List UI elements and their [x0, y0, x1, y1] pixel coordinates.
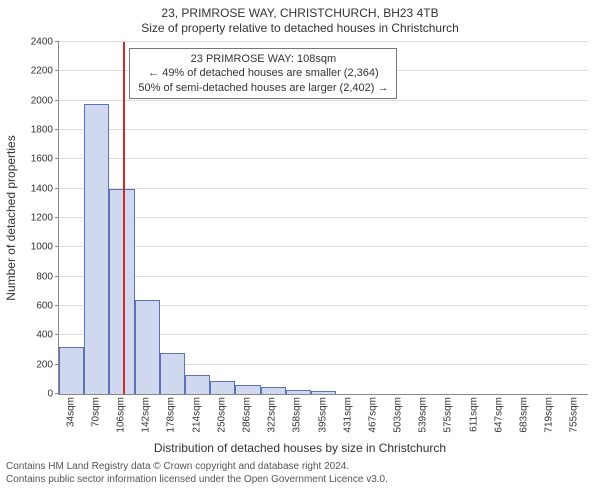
- x-axis-ticks: 34sqm 70sqm 106sqm 142sqm 178sqm 214sqm 250sqm…: [58, 395, 588, 439]
- x-tick-label: 431sqm: [342, 397, 353, 433]
- histogram-bar: [210, 381, 235, 394]
- chart-title: 23, PRIMROSE WAY, CHRISTCHURCH, BH23 4TB…: [0, 0, 600, 36]
- marker-info-box: 23 PRIMROSE WAY: 108sqm← 49% of detached…: [129, 48, 397, 99]
- histogram-bar: [109, 189, 134, 394]
- x-tick-label: 34sqm: [65, 397, 76, 427]
- x-tick-label: 70sqm: [90, 397, 101, 427]
- histogram-bar: [286, 390, 311, 394]
- y-tick-label: 2400: [31, 37, 59, 48]
- x-tick-label: 611sqm: [468, 397, 479, 432]
- title-line-2: Size of property relative to detached ho…: [0, 21, 600, 36]
- footer-line-1: Contains HM Land Registry data © Crown c…: [6, 461, 594, 474]
- y-tick-label: 1800: [31, 125, 59, 136]
- y-tick-label: 1000: [31, 242, 59, 253]
- x-tick-label: 539sqm: [418, 397, 429, 433]
- y-tick-label: 400: [36, 330, 59, 341]
- histogram-bar: [59, 347, 84, 394]
- x-tick-label: 575sqm: [443, 397, 454, 433]
- x-tick-label: 647sqm: [493, 397, 504, 433]
- y-tick-label: 1400: [31, 183, 59, 194]
- x-tick-label: 106sqm: [115, 397, 126, 433]
- y-tick-label: 2000: [31, 95, 59, 106]
- x-axis-label: Distribution of detached houses by size …: [0, 441, 600, 455]
- y-tick-label: 200: [36, 359, 59, 370]
- x-tick-label: 214sqm: [191, 397, 202, 433]
- histogram-bar: [135, 300, 160, 394]
- footer-line-2: Contains public sector information licen…: [6, 474, 594, 487]
- histogram-bar: [160, 353, 185, 394]
- x-tick-label: 286sqm: [241, 397, 252, 433]
- y-axis-label: Number of detached properties: [4, 135, 18, 300]
- plot-area: Number of detached properties 23 PRIMROS…: [58, 42, 588, 395]
- x-tick-label: 250sqm: [216, 397, 227, 433]
- histogram-bar: [84, 104, 109, 394]
- x-tick-label: 322sqm: [267, 397, 278, 433]
- histogram-bar: [235, 385, 260, 394]
- info-box-line: ← 49% of detached houses are smaller (2,…: [138, 66, 388, 80]
- x-tick-label: 395sqm: [317, 397, 328, 433]
- chart-footer: Contains HM Land Registry data © Crown c…: [0, 455, 600, 486]
- x-tick-label: 683sqm: [519, 397, 530, 433]
- y-tick-label: 800: [36, 271, 59, 282]
- x-tick-label: 178sqm: [166, 397, 177, 433]
- x-tick-label: 755sqm: [569, 397, 580, 433]
- x-tick-label: 358sqm: [292, 397, 303, 433]
- title-line-1: 23, PRIMROSE WAY, CHRISTCHURCH, BH23 4TB: [0, 6, 600, 21]
- x-tick-label: 142sqm: [141, 397, 152, 433]
- histogram-bar: [261, 387, 286, 394]
- y-tick-label: 1200: [31, 213, 59, 224]
- x-tick-label: 467sqm: [367, 397, 378, 433]
- y-tick-label: 1600: [31, 154, 59, 165]
- info-box-line: 50% of semi-detached houses are larger (…: [138, 81, 388, 95]
- x-tick-label: 503sqm: [393, 397, 404, 433]
- marker-line: [123, 42, 125, 394]
- histogram-bar: [185, 375, 210, 394]
- histogram-bar: [311, 391, 336, 394]
- x-tick-label: 719sqm: [544, 397, 555, 433]
- y-tick-label: 2200: [31, 66, 59, 77]
- y-tick-label: 600: [36, 301, 59, 312]
- info-box-line: 23 PRIMROSE WAY: 108sqm: [138, 52, 388, 66]
